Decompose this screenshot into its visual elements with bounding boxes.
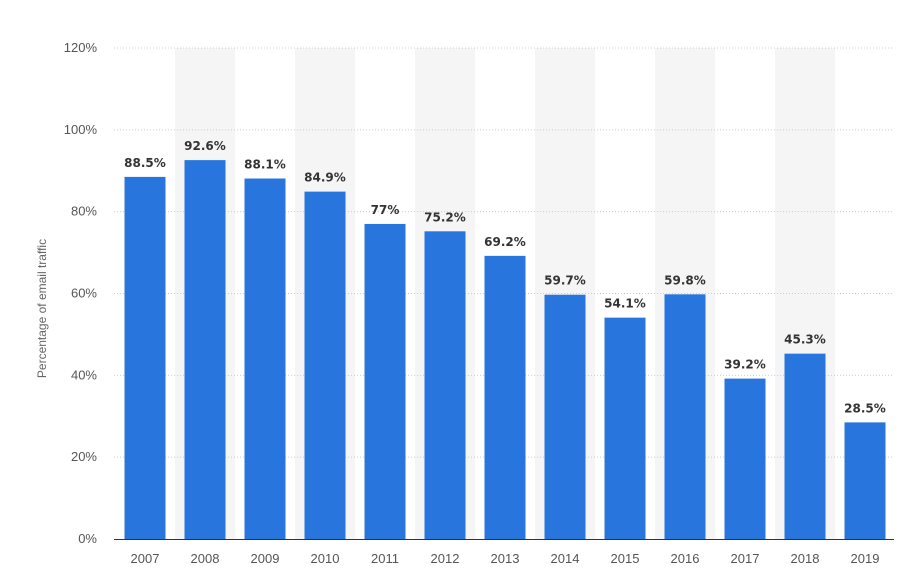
- bar-2009: [244, 178, 286, 539]
- y-tick-label: 0%: [78, 531, 97, 546]
- data-label-2017: 39.2%: [724, 358, 766, 372]
- bar-2018: [784, 353, 826, 539]
- x-tick-label-2012: 2012: [431, 551, 460, 566]
- data-label-2009: 88.1%: [244, 158, 286, 172]
- y-tick-label: 60%: [71, 286, 97, 301]
- bar-2013: [484, 255, 526, 539]
- y-tick-label: 20%: [71, 449, 97, 464]
- bar-2008: [184, 160, 226, 539]
- y-tick-label: 80%: [71, 204, 97, 219]
- data-label-2019: 28.5%: [844, 401, 886, 415]
- data-labels: 88.5% 92.6% 88.1% 84.9% 77% 75.2% 69.2% 59.7% 54…: [124, 139, 886, 415]
- bar-2015: [604, 317, 646, 539]
- x-tick-label-2009: 2009: [251, 551, 280, 566]
- data-label-2008: 92.6%: [184, 139, 226, 153]
- x-tick-label-2016: 2016: [671, 551, 700, 566]
- x-axis-ticks: 2007 2008 2009 2010 2011 2012 2013 2014 2015 2016…: [131, 551, 880, 566]
- x-tick-label-2013: 2013: [491, 551, 520, 566]
- bar-2010: [304, 191, 346, 539]
- bar-2012: [424, 231, 466, 539]
- bar-2019: [844, 422, 886, 539]
- x-tick-label-2011: 2011: [371, 551, 399, 566]
- y-tick-label: 40%: [71, 367, 97, 382]
- bar-2007: [124, 176, 166, 539]
- y-axis-ticks: 0% 20% 40% 60% 80% 100% 120%: [64, 40, 98, 546]
- data-label-2013: 69.2%: [484, 235, 526, 249]
- bar-2011: [364, 223, 406, 540]
- x-tick-label-2010: 2010: [311, 551, 340, 566]
- y-axis-title: Percentage of email traffic: [35, 239, 49, 378]
- bar-2014: [544, 294, 586, 539]
- data-label-2014: 59.7%: [544, 274, 586, 288]
- y-tick-label: 120%: [64, 40, 98, 55]
- data-label-2007: 88.5%: [124, 156, 166, 170]
- bar-2017: [724, 378, 766, 539]
- data-label-2016: 59.8%: [664, 273, 706, 287]
- bars: [124, 160, 886, 540]
- x-tick-label-2007: 2007: [131, 551, 160, 566]
- gridlines: [114, 47, 894, 458]
- data-label-2010: 84.9%: [304, 171, 346, 185]
- x-tick-label-2015: 2015: [611, 551, 640, 566]
- bar-2016: [664, 294, 706, 539]
- data-label-2012: 75.2%: [424, 210, 466, 224]
- x-tick-label-2019: 2019: [851, 551, 880, 566]
- x-tick-label-2008: 2008: [191, 551, 220, 566]
- x-tick-label-2017: 2017: [731, 551, 760, 566]
- data-label-2011: 77%: [371, 203, 400, 217]
- x-tick-label-2014: 2014: [551, 551, 580, 566]
- x-tick-label-2018: 2018: [791, 551, 820, 566]
- data-label-2015: 54.1%: [604, 297, 646, 311]
- data-label-2018: 45.3%: [784, 333, 826, 347]
- y-tick-label: 100%: [64, 122, 98, 137]
